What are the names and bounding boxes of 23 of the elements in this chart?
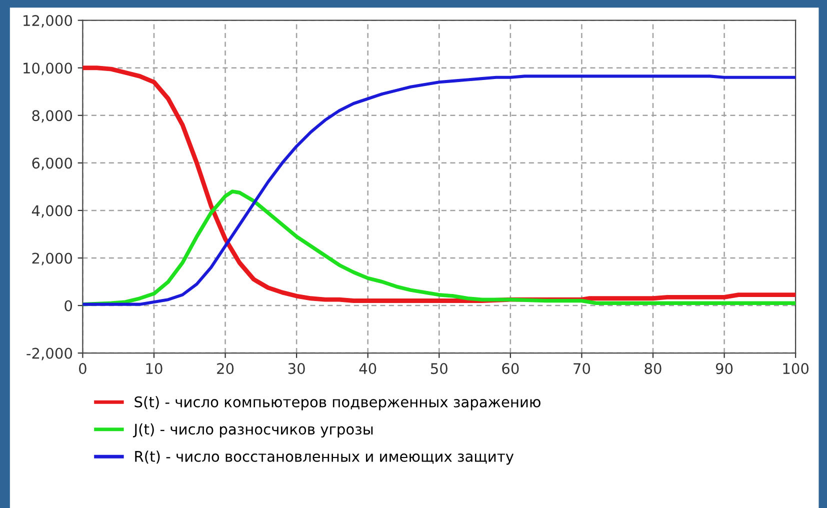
x-tick-label: 80 [644, 363, 662, 374]
x-tick-label: 20 [217, 363, 234, 374]
y-tick-label: 0 [64, 300, 72, 312]
x-tick-label: 90 [716, 363, 733, 374]
x-tick-label: 0 [79, 363, 86, 374]
x-tick-label: 60 [502, 363, 519, 374]
x-tick-label: 50 [430, 363, 448, 374]
y-tick-label: 10,000 [24, 62, 72, 76]
y-tick-label: 6,000 [32, 158, 72, 170]
y-tick-label: 12,000 [24, 15, 72, 28]
y-tick-label: 2,000 [32, 252, 72, 266]
legend-label: R(t) - число восстановленных и имеющих защиту [135, 450, 514, 465]
x-tick-label: 100 [783, 363, 809, 374]
x-tick-label: 40 [359, 363, 376, 374]
y-tick-label: 8,000 [32, 110, 72, 123]
legend-label: S(t) - число компьютеров подверженных заражению [134, 396, 540, 410]
y-tick-label: 4,000 [32, 205, 72, 218]
y-tick-label: -2,000 [26, 348, 72, 360]
legend-label: J(t) - число разносчиков угрозы [132, 423, 373, 438]
x-tick-label: 30 [288, 363, 305, 374]
x-tick-label: 70 [574, 363, 590, 374]
line-series [82, 190, 796, 306]
x-tick-label: 10 [146, 363, 162, 374]
